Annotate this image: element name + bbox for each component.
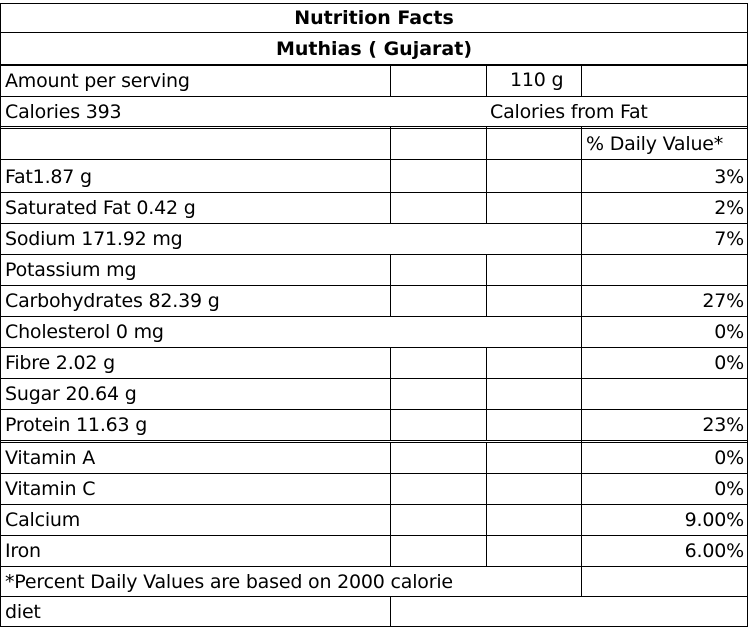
rule — [0, 596, 748, 597]
rule — [0, 285, 748, 286]
rule — [486, 64, 487, 97]
rule — [486, 347, 487, 441]
nutrient-dv-vitamin-c: 0% — [714, 478, 744, 500]
rule — [0, 96, 748, 97]
nutrient-label-potassium: Potassium mg — [5, 259, 137, 281]
rule — [0, 440, 748, 441]
rule — [0, 442, 748, 443]
rule — [0, 504, 748, 505]
rule — [0, 566, 748, 567]
rule — [0, 409, 748, 410]
nutrient-label-cholesterol: Cholesterol 0 mg — [5, 321, 164, 343]
rule — [390, 347, 391, 441]
rule — [0, 473, 748, 474]
nutrient-dv-sodium: 7% — [714, 228, 744, 250]
daily-value-header: % Daily Value* — [586, 133, 724, 155]
calories-from-fat-label: Calories from Fat — [490, 101, 648, 123]
calories-label: Calories 393 — [5, 101, 122, 123]
nutrient-label-calcium: Calcium — [5, 509, 81, 531]
rule — [0, 535, 748, 536]
rule — [0, 3, 1, 627]
rule — [486, 254, 487, 316]
nutrient-label-vitamin-c: Vitamin C — [5, 478, 96, 500]
rule — [581, 64, 582, 97]
rule — [0, 3, 748, 4]
food-name: Muthias ( Gujarat) — [275, 38, 472, 60]
nutrient-dv-fat: 3% — [714, 166, 744, 188]
nutrient-label-sugar: Sugar 20.64 g — [5, 383, 137, 405]
nutrient-dv-fibre: 0% — [714, 352, 744, 374]
rule — [486, 442, 487, 566]
rule — [0, 64, 748, 65]
nutrient-dv-saturated-fat: 2% — [714, 197, 744, 219]
rule — [0, 159, 748, 160]
table-title: Nutrition Facts — [294, 7, 454, 29]
rule — [0, 128, 748, 129]
nutrient-label-protein: Protein 11.63 g — [5, 414, 148, 436]
rule — [0, 626, 748, 627]
rule — [390, 442, 391, 566]
nutrient-label-fat: Fat1.87 g — [5, 166, 92, 188]
rule — [0, 347, 748, 348]
rule — [390, 126, 391, 223]
rule — [390, 596, 391, 627]
rule — [581, 126, 582, 566]
nutrient-label-sodium: Sodium 171.92 mg — [5, 228, 183, 250]
nutrient-dv-carbohydrates: 27% — [702, 290, 744, 312]
nutrient-label-carbohydrates: Carbohydrates 82.39 g — [5, 290, 220, 312]
rule — [0, 192, 748, 193]
rule — [581, 566, 582, 596]
serving-label: Amount per serving — [5, 70, 190, 92]
footnote-line-2: diet — [5, 601, 41, 623]
rule — [0, 223, 748, 224]
rule — [0, 65, 748, 66]
rule — [0, 126, 748, 127]
nutrient-label-vitamin-a: Vitamin A — [5, 447, 96, 469]
nutrient-label-saturated-fat: Saturated Fat 0.42 g — [5, 197, 196, 219]
nutrient-dv-vitamin-a: 0% — [714, 447, 744, 469]
rule — [390, 254, 391, 316]
rule — [0, 316, 748, 317]
nutrient-label-fibre: Fibre 2.02 g — [5, 352, 116, 374]
rule — [390, 64, 391, 97]
serving-value: 110 g — [510, 69, 564, 91]
rule — [0, 32, 748, 33]
footnote-line-1: *Percent Daily Values are based on 2000 … — [5, 571, 453, 593]
nutrient-label-iron: Iron — [5, 540, 41, 562]
nutrient-dv-calcium: 9.00% — [684, 509, 745, 531]
nutrient-dv-cholesterol: 0% — [714, 321, 744, 343]
nutrient-dv-iron: 6.00% — [684, 540, 745, 562]
nutrient-dv-protein: 23% — [702, 414, 744, 436]
rule — [0, 254, 748, 255]
rule — [486, 126, 487, 223]
rule — [0, 378, 748, 379]
